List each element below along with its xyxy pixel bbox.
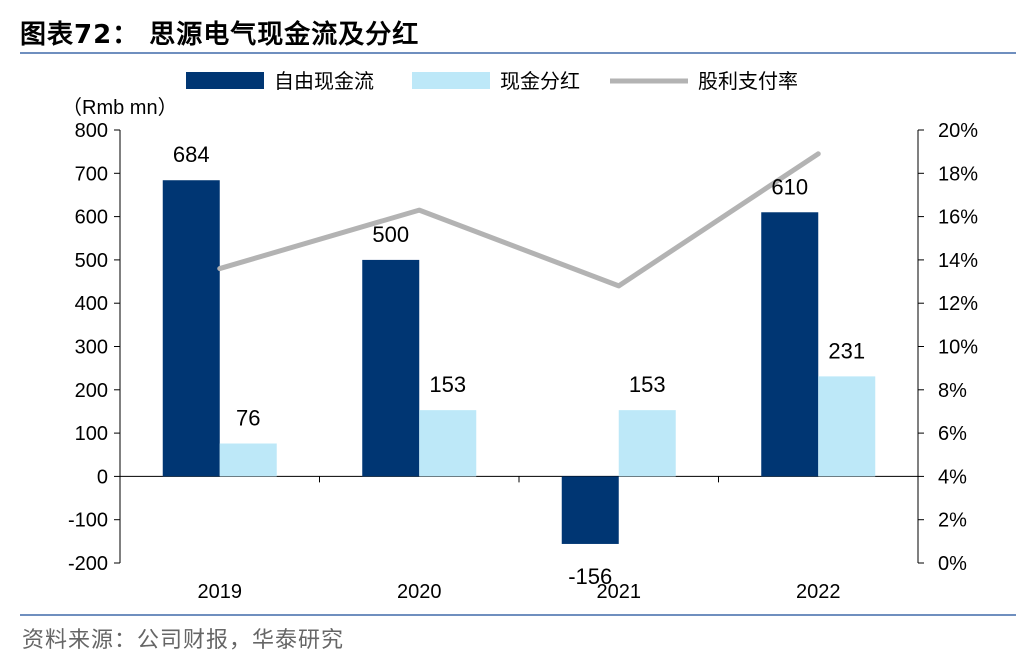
dividend-bar: [618, 410, 676, 477]
y2-tick-label: 20%: [938, 120, 978, 142]
dividend-bar: [219, 443, 277, 477]
figure-title: 图表72： 思源电气现金流及分红: [20, 20, 420, 50]
fcf-bar: [761, 212, 819, 477]
y2-tick-label: 10%: [938, 337, 978, 359]
y2-tick-label: 8%: [938, 380, 967, 402]
legend: 自由现金流 现金分红 股利支付率: [186, 70, 798, 93]
fcf-data-label: 684: [173, 142, 210, 167]
y-tick-label: 700: [75, 163, 108, 185]
y2-tick-label: 14%: [938, 250, 978, 272]
y-tick-label: 400: [75, 293, 108, 315]
y2-tick-label: 6%: [938, 423, 967, 445]
legend-label-2: 现金分红: [500, 70, 580, 93]
dividend-data-label: 231: [828, 338, 865, 363]
y-tick-label: 500: [75, 250, 108, 272]
fcf-data-label: 610: [771, 174, 808, 199]
y2-tick-label: 2%: [938, 510, 967, 532]
fcf-bar: [362, 259, 420, 477]
source-note: 资料来源：公司财报，华泰研究: [22, 628, 345, 653]
y-tick-label: -100: [68, 510, 108, 532]
dividend-bar: [818, 376, 876, 477]
y-tick-label: 0: [97, 466, 108, 488]
x-tick-label: 2021: [597, 581, 642, 603]
x-tick-label: 2019: [198, 581, 243, 603]
y-axis-label: （Rmb mn）: [62, 96, 178, 119]
payout-ratio-line: [217, 151, 821, 289]
top-rule: [20, 52, 1016, 54]
y2-tick-label: 0%: [938, 553, 967, 575]
legend-swatch-1: [186, 72, 264, 89]
axes: -200 -100 0 100 200 300 400 500 600 700 800 0% 2% 4% 6…: [68, 120, 978, 603]
bottom-rule: [20, 614, 1016, 616]
y-tick-label: 200: [75, 380, 108, 402]
fcf-bar: [162, 180, 220, 477]
bars: [162, 180, 876, 544]
fcf-data-label: 500: [372, 222, 409, 247]
y-tick-label: 600: [75, 207, 108, 229]
payout-line: [217, 151, 821, 289]
y-tick-label: 300: [75, 337, 108, 359]
dividend-data-label: 76: [236, 405, 260, 430]
y-tick-label: 100: [75, 423, 108, 445]
y2-tick-label: 12%: [938, 293, 978, 315]
dividend-data-label: 153: [629, 372, 666, 397]
legend-label-3: 股利支付率: [698, 70, 798, 93]
dividend-data-label: 153: [429, 372, 466, 397]
dividend-bar: [419, 410, 477, 477]
y2-tick-label: 18%: [938, 163, 978, 185]
y2-tick-label: 16%: [938, 207, 978, 229]
fcf-bar: [561, 476, 619, 544]
legend-label-1: 自由现金流: [274, 70, 374, 93]
data-labels: 684 500 -156 610 76 153 153 231: [173, 142, 865, 589]
fcf-data-label: -156: [568, 564, 612, 589]
x-tick-label: 2022: [796, 581, 841, 603]
x-tick-label: 2020: [397, 581, 442, 603]
y2-tick-label: 4%: [938, 466, 967, 488]
legend-swatch-2: [412, 72, 490, 89]
y-tick-label: 800: [75, 120, 108, 142]
y-tick-label: -200: [68, 553, 108, 575]
